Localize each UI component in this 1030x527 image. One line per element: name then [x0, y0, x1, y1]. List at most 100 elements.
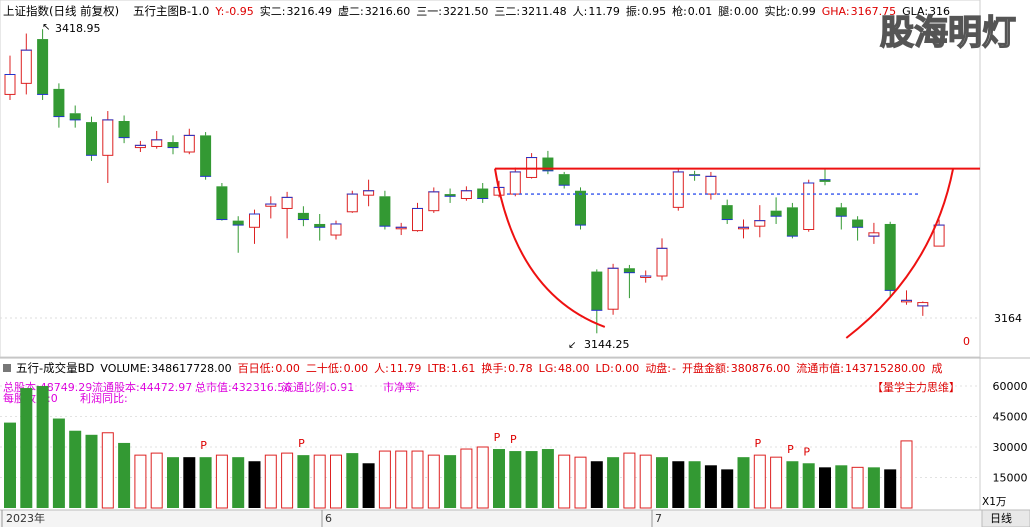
readout-label: 动盘: [645, 361, 671, 375]
volume-bar [460, 448, 473, 509]
candle[interactable] [705, 171, 717, 200]
cup-left-arc [494, 168, 606, 328]
candle[interactable] [53, 83, 65, 128]
candle[interactable] [738, 219, 749, 239]
candle[interactable] [640, 270, 652, 283]
candle[interactable] [656, 238, 668, 281]
candle[interactable] [281, 191, 293, 239]
candle[interactable] [786, 202, 798, 239]
candle[interactable] [232, 216, 244, 253]
candle[interactable] [770, 197, 782, 224]
volume-bar [704, 465, 717, 508]
candle[interactable] [102, 111, 114, 183]
candle[interactable] [509, 167, 521, 197]
candle[interactable] [249, 209, 260, 244]
candle[interactable] [689, 170, 701, 181]
candle[interactable] [444, 188, 456, 203]
candle[interactable] [118, 115, 130, 144]
volume-bar [85, 434, 98, 508]
candle[interactable] [526, 153, 538, 179]
candle[interactable] [754, 205, 766, 238]
readout-value: 0.00 [615, 362, 640, 375]
candle-body [884, 223, 896, 291]
candle[interactable] [20, 33, 32, 95]
candle-body [412, 207, 423, 232]
candle[interactable] [591, 269, 603, 334]
readout-label: 三一: [416, 5, 442, 18]
readout-value: 0.00 [344, 362, 369, 375]
candle[interactable] [346, 190, 358, 213]
readout-value: 0.01 [688, 5, 713, 18]
candle-body [803, 182, 815, 230]
candle[interactable] [460, 186, 472, 201]
candle-body [102, 119, 114, 156]
candle[interactable] [216, 183, 228, 221]
candle[interactable] [575, 187, 586, 230]
volume-bar [411, 450, 424, 509]
candle[interactable] [200, 132, 212, 180]
candle[interactable] [37, 29, 49, 100]
readout-label: LG: [539, 362, 557, 375]
candle-body [509, 171, 521, 195]
volume-bar [509, 451, 522, 508]
candle[interactable] [151, 130, 163, 149]
candle[interactable] [607, 263, 619, 315]
p-marker: P [803, 445, 810, 458]
readout-label: 成 [931, 362, 942, 375]
period-button[interactable] [981, 509, 1030, 527]
candle[interactable] [428, 187, 440, 213]
candle[interactable] [835, 202, 847, 230]
candle[interactable] [558, 171, 570, 189]
volume-bar [541, 449, 554, 508]
candle[interactable] [314, 214, 326, 241]
candle[interactable] [721, 199, 733, 224]
candle[interactable] [542, 150, 554, 175]
candle[interactable] [672, 168, 684, 211]
readout-value: 0.95 [642, 5, 667, 18]
candle[interactable] [803, 179, 815, 232]
candle[interactable] [330, 220, 342, 240]
candle[interactable] [86, 116, 97, 161]
candle[interactable] [852, 216, 864, 241]
volume-bar [395, 450, 408, 509]
candle[interactable] [363, 179, 375, 207]
candle[interactable] [477, 183, 489, 203]
volume-tick-label: 15000 [993, 472, 1028, 485]
candle-body [281, 196, 293, 209]
candle[interactable] [134, 140, 146, 152]
readout-label: 二十低: [306, 361, 343, 375]
candle[interactable] [933, 219, 945, 247]
readout-value: 3211.48 [521, 5, 567, 18]
candle[interactable] [183, 128, 195, 155]
readout-label: 三二: [494, 5, 520, 18]
candle[interactable] [917, 301, 929, 316]
volume-bar [737, 457, 750, 508]
readout-label: 开盘金额: [682, 361, 730, 375]
candle[interactable] [395, 222, 407, 236]
candle[interactable] [868, 222, 880, 244]
indicator-name[interactable]: 五行主图B-1.0 [133, 4, 209, 18]
candle[interactable] [623, 264, 635, 299]
candle[interactable] [69, 105, 81, 128]
candle[interactable] [819, 168, 831, 186]
info-text: 流通比例:0.91 [282, 380, 354, 394]
candle[interactable] [4, 55, 16, 100]
volume-panel-toggle-icon[interactable] [3, 364, 11, 372]
candle[interactable] [167, 135, 179, 155]
volume-layer [4, 386, 913, 509]
volume-bar [281, 452, 294, 509]
volume-bar [330, 454, 342, 509]
candle[interactable] [901, 290, 912, 305]
volume-bar [215, 454, 228, 509]
candle[interactable] [884, 221, 896, 298]
candle[interactable] [265, 196, 277, 219]
readout-label: Y: [214, 5, 224, 18]
candle[interactable] [412, 202, 423, 232]
candle[interactable] [297, 206, 309, 227]
volume-bar [786, 461, 799, 508]
volume-bar [199, 457, 212, 508]
candle-body [20, 49, 32, 84]
candle[interactable] [379, 190, 391, 230]
readout-label: 换手: [481, 361, 507, 375]
